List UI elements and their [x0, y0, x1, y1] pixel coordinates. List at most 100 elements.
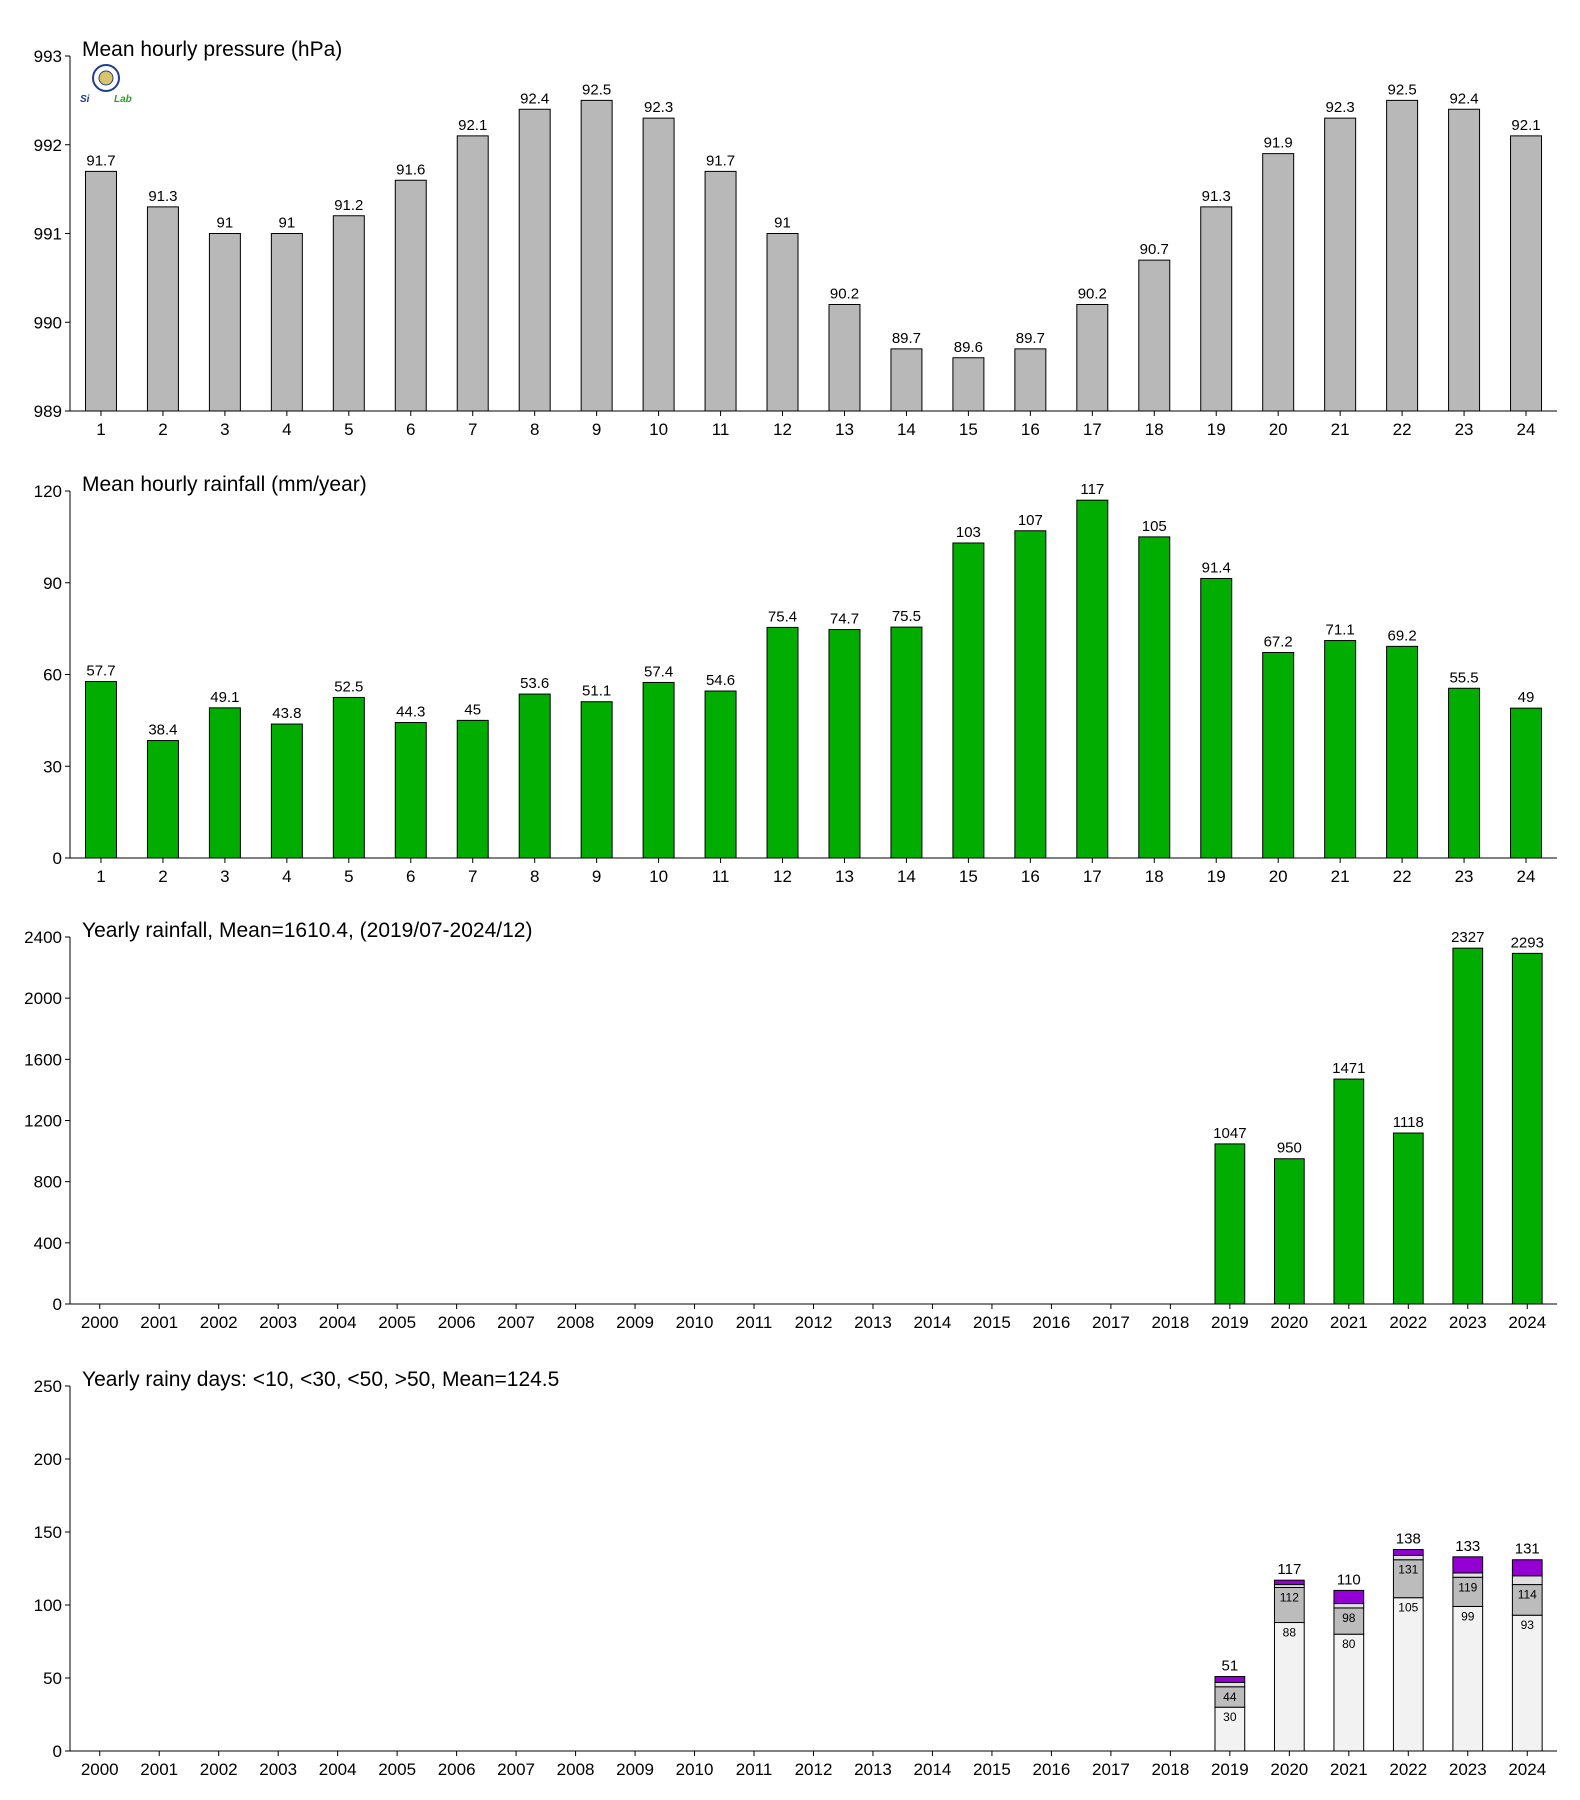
stack-inner-label-lt10: 93 [1521, 1618, 1535, 1632]
x-tick-label: 24 [1517, 867, 1536, 886]
stack-segment-lt10 [1511, 1614, 1543, 1752]
bar-value-label: 90.7 [1140, 241, 1169, 258]
y-tick-label: 120 [34, 482, 62, 501]
x-tick-label: 20 [1269, 867, 1288, 886]
stack-segment-lt50 [1214, 1681, 1246, 1688]
y-tick-label: 993 [34, 47, 62, 66]
bar [270, 233, 303, 412]
x-tick-label: 2022 [1389, 1313, 1427, 1332]
bar-value-label: 2293 [1511, 934, 1544, 951]
x-tick-label: 20 [1269, 420, 1288, 439]
bar [580, 99, 613, 412]
bar-value-label: 91.7 [706, 152, 735, 169]
stack-total-label: 51 [1222, 1658, 1239, 1675]
x-tick-label: 22 [1393, 420, 1412, 439]
y-tick-label: 990 [34, 313, 62, 332]
bar-value-label: 89.7 [1016, 330, 1045, 347]
stack-segment-lt50 [1392, 1554, 1424, 1561]
y-tick-label: 0 [53, 1742, 62, 1761]
x-tick-label: 15 [959, 420, 978, 439]
bar [766, 233, 799, 412]
yearly-rainfall-chart-panel: Yearly rainfall, Mean=1610.4, (2019/07-2… [24, 919, 1557, 1332]
rainy-days-chart-panel: Yearly rainy days: <10, <30, <50, >50, M… [34, 1368, 1557, 1779]
x-tick-label: 11 [712, 420, 730, 439]
x-tick-label: 10 [649, 867, 668, 886]
x-tick-label: 2013 [854, 1313, 892, 1332]
bar-value-label: 92.5 [1388, 81, 1417, 98]
stack-inner-label-lt30: 114 [1518, 1588, 1537, 1602]
logo-text-left: Si [80, 94, 90, 105]
rainy-days-chart-title: Yearly rainy days: <10, <30, <50, >50, M… [82, 1368, 559, 1391]
logo-seal-icon [92, 64, 120, 92]
bar [208, 233, 241, 412]
stack-total-label: 138 [1396, 1531, 1421, 1548]
bar-value-label: 1047 [1213, 1125, 1246, 1142]
x-tick-label: 14 [897, 867, 916, 886]
stack-segment-gt50 [1333, 1589, 1365, 1605]
bar-value-label: 90.2 [1078, 286, 1107, 303]
bar [1333, 1078, 1365, 1305]
bar [1200, 206, 1233, 412]
x-tick-label: 2019 [1211, 1313, 1249, 1332]
bar-value-label: 91.3 [1202, 188, 1231, 205]
bar [518, 108, 551, 412]
bar [84, 681, 117, 859]
stack-inner-label-lt30: 119 [1458, 1580, 1477, 1594]
x-tick-label: 2004 [319, 1313, 357, 1332]
y-tick-label: 991 [34, 225, 62, 244]
x-tick-label: 2021 [1330, 1313, 1368, 1332]
bar-value-label: 89.7 [892, 330, 921, 347]
bar-value-label: 91.9 [1264, 135, 1293, 152]
x-tick-label: 4 [282, 867, 291, 886]
y-tick-label: 100 [34, 1596, 62, 1615]
stack-segment-lt10 [1333, 1633, 1365, 1752]
y-tick-label: 0 [53, 849, 62, 868]
bar-value-label: 107 [1018, 512, 1043, 529]
bar [766, 626, 799, 859]
x-tick-label: 2006 [438, 1760, 476, 1779]
bar [1510, 707, 1543, 859]
bar-value-label: 92.1 [1511, 117, 1540, 134]
x-tick-label: 6 [406, 867, 415, 886]
bar [1200, 577, 1233, 859]
bar [456, 719, 489, 859]
bar [84, 170, 117, 412]
x-tick-label: 2018 [1151, 1313, 1189, 1332]
bar-value-label: 92.1 [458, 117, 487, 134]
x-tick-label: 2012 [795, 1760, 833, 1779]
bar-value-label: 91.3 [148, 188, 177, 205]
bar [1262, 651, 1295, 859]
bar [1448, 687, 1481, 859]
x-tick-label: 2000 [81, 1760, 119, 1779]
bar-value-label: 44.3 [396, 704, 425, 721]
y-tick-label: 800 [34, 1173, 62, 1192]
stack-segment-gt50 [1452, 1556, 1484, 1574]
bar-value-label: 90.2 [830, 286, 859, 303]
bar [1262, 153, 1295, 412]
bar-value-label: 91 [774, 215, 791, 232]
bar [1138, 536, 1171, 859]
bar [1273, 1158, 1305, 1305]
bar [332, 215, 365, 412]
bar-value-label: 92.4 [1449, 90, 1478, 107]
lab-logo: Si Lab [80, 64, 132, 105]
bar [642, 117, 675, 412]
y-tick-label: 90 [43, 574, 62, 593]
x-tick-label: 2020 [1270, 1313, 1308, 1332]
x-tick-label: 2002 [200, 1760, 238, 1779]
bar-value-label: 950 [1277, 1140, 1302, 1157]
x-tick-label: 4 [282, 420, 291, 439]
x-tick-label: 2011 [736, 1760, 773, 1779]
bar [394, 722, 427, 859]
y-tick-label: 992 [34, 136, 62, 155]
x-tick-label: 2010 [676, 1313, 714, 1332]
x-tick-label: 14 [897, 420, 916, 439]
x-tick-label: 2011 [736, 1313, 773, 1332]
bar-value-label: 75.5 [892, 608, 921, 625]
x-tick-label: 5 [344, 420, 353, 439]
bar-value-label: 91.7 [86, 152, 115, 169]
x-tick-label: 2015 [973, 1313, 1011, 1332]
bar [332, 696, 365, 859]
bar [828, 304, 861, 412]
